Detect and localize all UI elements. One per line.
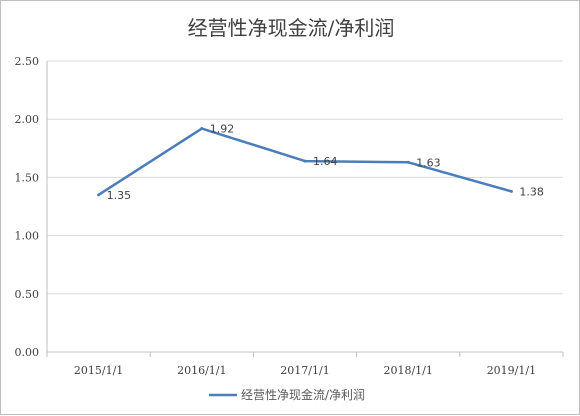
y-tick-label: 1.50 [15, 171, 40, 184]
data-label: 1.35 [107, 189, 132, 202]
y-tick-label: 0.50 [15, 288, 40, 301]
legend: 经营性净现金流/净利润 [209, 387, 365, 402]
y-tick-label: 2.50 [15, 55, 40, 68]
y-tick-label: 2.00 [15, 113, 40, 126]
data-point [303, 159, 307, 163]
x-tick-label: 2018/1/1 [383, 364, 432, 377]
data-label: 1.64 [313, 155, 338, 168]
data-point [406, 160, 410, 164]
legend-label: 经营性净现金流/净利润 [241, 387, 365, 402]
data-label: 1.63 [416, 156, 441, 169]
data-point [97, 193, 101, 197]
x-tick-label: 2015/1/1 [74, 364, 123, 377]
data-point [200, 127, 204, 131]
y-axis-ticks: 0.00 0.50 1.00 1.50 2.00 2.50 [15, 55, 40, 359]
x-tick-label: 2019/1/1 [487, 364, 536, 377]
data-label: 1.38 [519, 185, 544, 198]
x-axis-ticks: 2015/1/1 2016/1/1 2017/1/1 2018/1/1 2019/1/1 [46, 352, 564, 377]
chart-title: 经营性净现金流/净利润 [188, 16, 395, 40]
x-tick-label: 2016/1/1 [177, 364, 226, 377]
y-tick-label: 1.00 [15, 230, 40, 243]
x-tick-label: 2017/1/1 [280, 364, 329, 377]
y-tick-label: 0.00 [15, 346, 40, 359]
data-labels: 1.35 1.92 1.64 1.63 1.38 [107, 123, 544, 202]
gridlines [46, 60, 563, 353]
series-group [97, 127, 513, 197]
data-point [509, 189, 513, 193]
data-label: 1.92 [210, 123, 235, 136]
